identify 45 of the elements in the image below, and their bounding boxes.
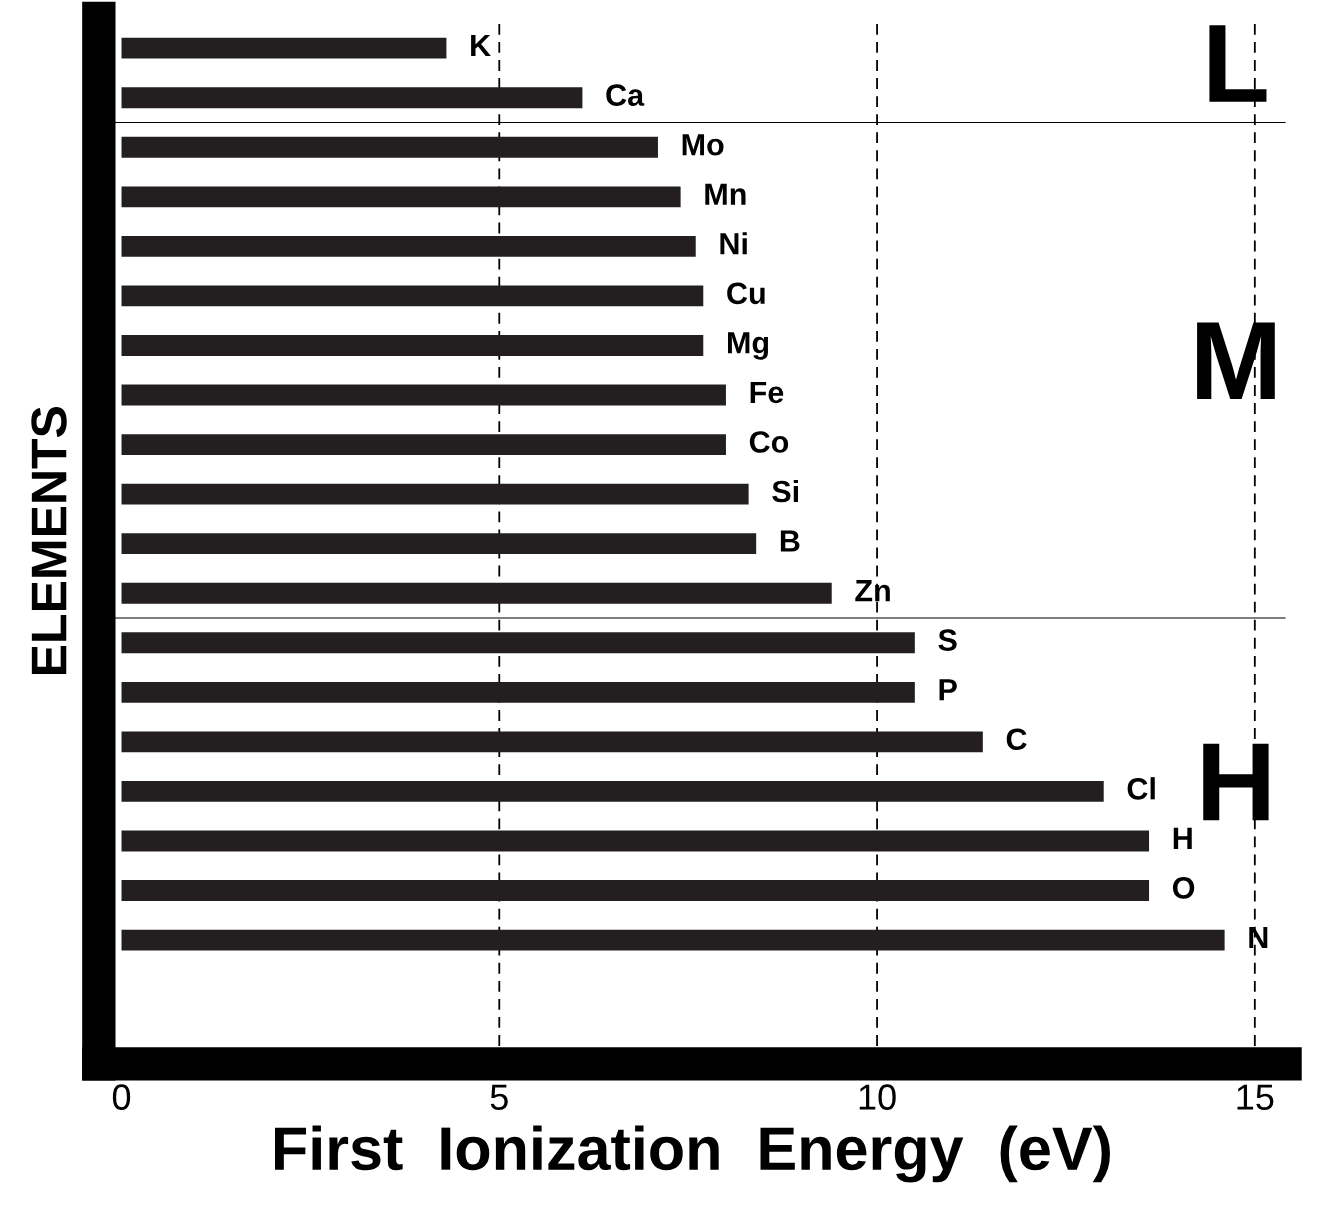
y-tick-label: Cu bbox=[727, 282, 765, 305]
bar bbox=[121, 434, 726, 455]
y-tick-label: Co bbox=[749, 431, 789, 453]
bar bbox=[121, 781, 1104, 802]
y-tick-label: S bbox=[938, 629, 957, 651]
y-tick-label: Ca bbox=[606, 84, 645, 106]
x-tick-label: 15 bbox=[1237, 1084, 1274, 1110]
bar bbox=[121, 880, 1150, 901]
annotation: M bbox=[1197, 322, 1275, 399]
y-tick-label: K bbox=[471, 35, 491, 57]
bar bbox=[121, 483, 749, 505]
y-tick-label: Zn bbox=[855, 580, 890, 602]
bar bbox=[121, 830, 1150, 852]
bar bbox=[121, 285, 704, 307]
y-tick-label: Si bbox=[772, 479, 798, 503]
bar bbox=[121, 533, 757, 555]
bar bbox=[121, 731, 983, 753]
y-tick-label: Mg bbox=[727, 332, 769, 360]
bar bbox=[121, 87, 583, 109]
y-tick-label: Ni bbox=[720, 232, 747, 255]
x-tick-label: 5 bbox=[490, 1084, 508, 1110]
bar bbox=[121, 186, 681, 208]
bar bbox=[121, 37, 447, 59]
y-tick-label: B bbox=[780, 530, 800, 552]
bar bbox=[121, 235, 696, 257]
x-axis-title: First Ionization Energy (eV) bbox=[275, 1125, 1110, 1183]
y-tick-label: Mo bbox=[682, 134, 724, 156]
bar bbox=[121, 681, 915, 703]
annotation: L bbox=[1209, 25, 1267, 102]
y-tick-label: O bbox=[1172, 877, 1195, 899]
y-tick-label: P bbox=[939, 679, 957, 701]
y-tick-label: Fe bbox=[750, 381, 784, 404]
x-tick-label: 10 bbox=[859, 1084, 896, 1110]
y-axis-title: ELEMENTS bbox=[31, 407, 67, 674]
bar bbox=[121, 582, 832, 604]
bar bbox=[121, 136, 658, 158]
x-tick-label: 0 bbox=[112, 1084, 131, 1110]
bar bbox=[121, 335, 704, 356]
y-tick-label: C bbox=[1006, 728, 1027, 751]
y-tick-label: Mn bbox=[705, 183, 746, 205]
y-tick-label: N bbox=[1249, 926, 1268, 948]
bar bbox=[121, 632, 915, 654]
y-tick-label: Cl bbox=[1127, 777, 1155, 800]
bar bbox=[121, 929, 1225, 951]
bar bbox=[121, 384, 726, 406]
